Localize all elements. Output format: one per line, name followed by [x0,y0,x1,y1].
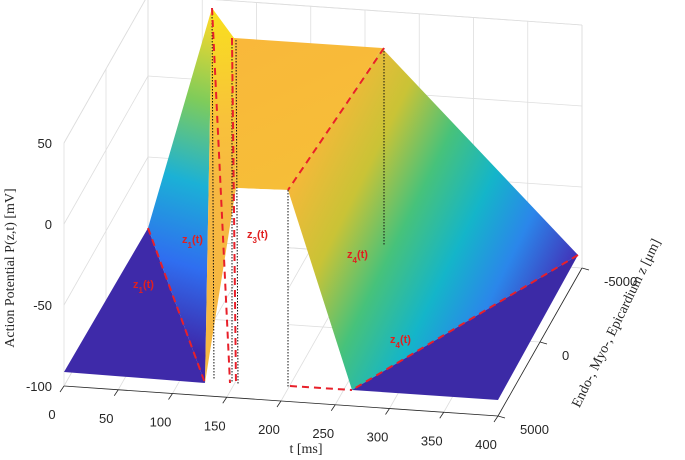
boundary-z4-floor [351,254,579,391]
x-tick-mark [168,393,173,400]
label-z3: z3(t) [247,229,268,245]
grid-line [63,0,146,144]
surface-gap [236,188,288,388]
z-tick-labels: 50 0 -50 -100 [26,136,52,394]
surface-floor-left [64,228,205,383]
boundary-z2 [231,37,237,386]
x-tick-label: 400 [475,437,497,452]
z-tick-label: -50 [33,298,52,313]
label-z1-mid: z1(t) [182,234,203,250]
x-tick-mark [385,408,390,415]
boundary-floor-back [289,385,353,391]
z-tick-label: 0 [45,217,52,232]
x-tick-label: 300 [367,430,389,445]
x-tick-mark [439,412,445,419]
x-tick-label: 150 [204,418,226,433]
x-axis-label: t [ms] [289,442,322,457]
boundary-z3 [287,47,385,191]
x-tick-label: 100 [150,415,172,430]
y-tick-label: 5000 [520,422,549,437]
z-tick-label: -100 [26,379,52,394]
x-tick-label: 0 [48,407,55,422]
x-tick-mark [222,397,228,404]
x-tick-labels: 0 50 100 150 200 250 300 350 400 [48,385,499,452]
boundary-z1-floor [147,227,206,384]
x-tick-mark [330,404,336,411]
label-z1-left: z1(t) [133,279,154,295]
x-tick-mark [59,385,65,393]
surface-floor-right [352,255,578,400]
surface-plateau [234,38,382,190]
surface-rising-face [148,8,212,383]
boundary-z1-top [211,7,231,384]
y-tick-mark [497,415,506,419]
y-tick-label: -5000 [604,274,637,289]
drop-line [211,7,215,381]
grid-line [214,0,583,26]
surface-falling-face [288,48,578,390]
y-tick-label: 0 [562,348,569,363]
label-z4-floor: z4(t) [390,334,411,350]
x-tick-mark [113,389,119,396]
y-tick-mark [539,341,548,345]
boundary-labels: z1(t) z1(t) z3(t) z4(t) z4(t) [133,229,411,350]
x-tick-mark [493,415,499,423]
boundary-lines [147,7,579,391]
x-tick-mark [276,400,282,408]
x-tick-label: 250 [312,426,334,441]
drop-line [235,39,239,385]
drop-lines [211,7,385,388]
y-tick-labels: -5000 0 5000 [497,267,637,437]
z-axis-label: Action Potential P(z,t) [mV] [3,188,18,347]
z-tick-label: 50 [38,136,52,151]
x-tick-label: 200 [258,422,280,437]
x-tick-label: 350 [421,433,443,448]
label-z4-right: z4(t) [347,249,368,265]
surface [64,8,578,400]
y-tick-mark [581,267,590,271]
y-axis-label: Endo-, Myo-, Epicardium z [μm] [569,237,664,410]
x-tick-label: 50 [99,411,113,426]
